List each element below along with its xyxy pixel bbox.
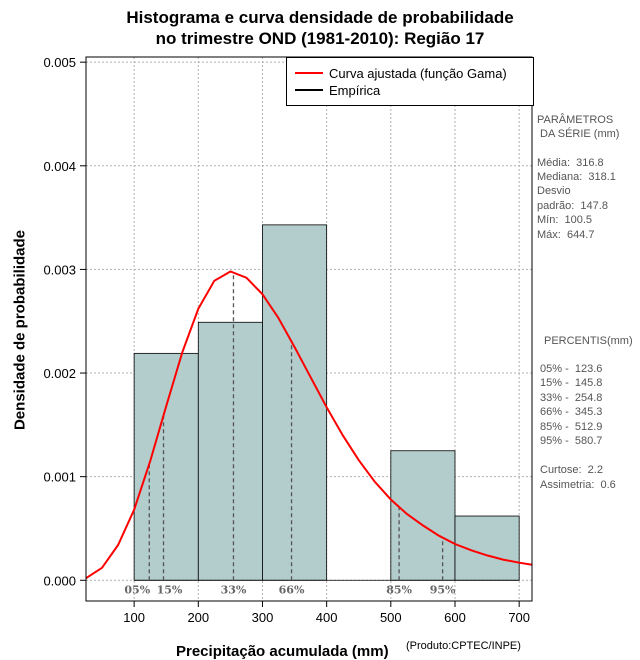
params-header-1: PARÂMETROS xyxy=(537,114,614,126)
percentil-66: 66% - 345.3 xyxy=(540,406,603,418)
percentile-label: 15% xyxy=(157,583,183,596)
percentile-label: 85% xyxy=(386,583,412,596)
percentile-label: 33% xyxy=(221,583,247,596)
legend-label-fitted: Curva ajustada (função Gama) xyxy=(329,65,507,81)
y-tick-label: 0.002 xyxy=(43,366,76,381)
stat-assimetria: Assimetria: 0.6 xyxy=(540,479,616,491)
param-max: Máx: 644.7 xyxy=(537,229,595,241)
histogram-bar xyxy=(262,224,328,581)
percentile-label: 05% xyxy=(124,583,150,596)
percentil-95: 95% - 580.7 xyxy=(540,435,603,447)
legend-swatch-fitted xyxy=(295,72,323,74)
percentis-header: PERCENTIS(mm) xyxy=(544,335,633,347)
chart-title-line1: Histograma e curva densidade de probabil… xyxy=(126,8,514,27)
param-mediana: Mediana: 318.1 xyxy=(537,171,616,183)
percentil-85: 85% - 512.9 xyxy=(540,421,603,433)
x-tick-label: 500 xyxy=(380,610,402,625)
stat-curtose: Curtose: 2.2 xyxy=(540,464,603,476)
histogram-bar xyxy=(133,352,199,581)
x-tick-label: 400 xyxy=(316,610,338,625)
legend-swatch-empirical xyxy=(295,89,323,91)
param-media: Média: 316.8 xyxy=(537,157,604,169)
x-tick-label: 300 xyxy=(252,610,274,625)
y-tick-label: 0.000 xyxy=(43,573,76,588)
product-credit: (Produto:CPTEC/INPE) xyxy=(406,640,521,652)
x-tick-label: 200 xyxy=(187,610,209,625)
x-axis-label: Precipitação acumulada (mm) xyxy=(176,643,389,660)
y-tick-label: 0.001 xyxy=(43,470,76,485)
y-tick-label: 0.005 xyxy=(43,55,76,70)
percentil-33: 33% - 254.8 xyxy=(540,392,603,404)
x-tick-label: 600 xyxy=(444,610,466,625)
param-desvio-2: padrão: 147.8 xyxy=(537,200,608,212)
histogram-bar xyxy=(390,450,456,581)
y-tick-label: 0.004 xyxy=(43,159,76,174)
param-min: Mín: 100.5 xyxy=(537,214,593,226)
params-header-2: DA SÉRIE (mm) xyxy=(540,128,620,140)
fitted-gamma-curve xyxy=(85,270,533,580)
y-tick-label: 0.003 xyxy=(43,262,76,277)
x-tick-label: 700 xyxy=(508,610,530,625)
legend-label-empirical: Empírica xyxy=(329,82,381,98)
percentil-15: 15% - 145.8 xyxy=(540,377,603,389)
percentile-label: 66% xyxy=(279,583,305,596)
x-tick-label: 100 xyxy=(123,610,145,625)
y-axis-label: Densidade de probabilidade xyxy=(11,229,29,431)
param-desvio-1: Desvio xyxy=(537,185,571,197)
histogram-bar xyxy=(197,321,263,581)
legend-entry-empirical: Empírica xyxy=(295,82,380,98)
percentil-05: 05% - 123.6 xyxy=(540,363,603,375)
legend-entry-fitted: Curva ajustada (função Gama) xyxy=(295,65,507,81)
percentile-label: 95% xyxy=(430,583,456,596)
legend: Curva ajustada (função Gama) Empírica xyxy=(286,57,534,106)
chart-title-line2: no trimestre OND (1981-2010): Região 17 xyxy=(155,29,485,48)
